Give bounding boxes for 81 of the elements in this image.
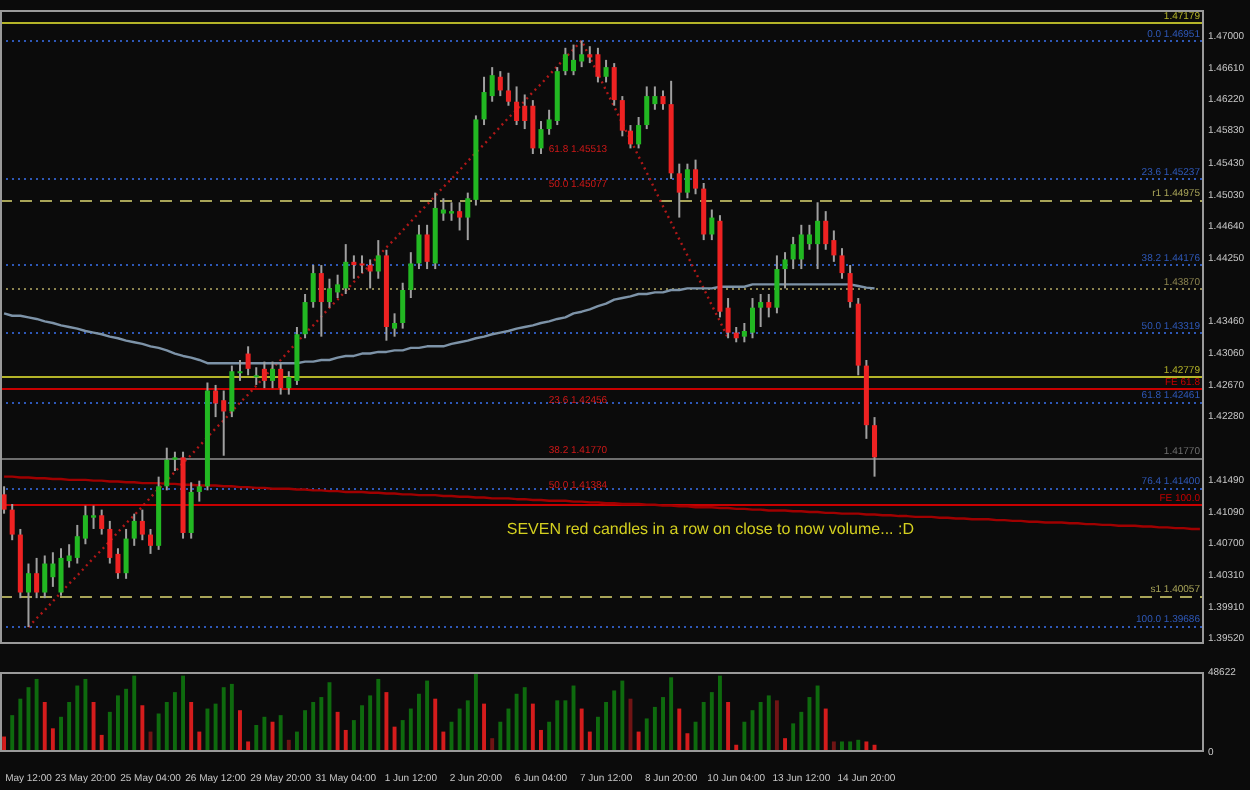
candlestick — [107, 519, 113, 565]
candlestick — [603, 58, 609, 84]
candlestick — [229, 364, 235, 419]
candlestick — [213, 383, 219, 419]
candlestick — [359, 254, 365, 275]
candlestick — [798, 223, 804, 271]
candlestick — [58, 547, 64, 597]
candlestick — [302, 293, 308, 340]
candlestick — [253, 366, 259, 386]
candlestick — [448, 201, 455, 222]
candlestick — [749, 297, 756, 340]
candlestick — [424, 223, 430, 271]
candlestick — [343, 243, 349, 296]
candlestick — [351, 254, 357, 280]
candlestick — [123, 527, 129, 580]
candlestick — [25, 562, 31, 629]
candlestick — [676, 162, 682, 219]
candlestick — [839, 247, 845, 280]
candlestick — [318, 264, 324, 338]
candlestick — [725, 297, 731, 340]
candlestick — [579, 39, 585, 69]
candlestick — [684, 162, 690, 200]
candlestick — [50, 551, 56, 588]
candlestick — [872, 416, 878, 478]
candlestick — [188, 481, 194, 540]
candlestick — [627, 124, 633, 150]
candlestick — [758, 293, 764, 328]
candlestick — [774, 254, 780, 315]
candlestick — [595, 46, 601, 84]
candlestick — [408, 251, 414, 300]
candlestick — [530, 99, 536, 156]
candlestick — [131, 512, 137, 547]
candlestick — [147, 527, 154, 555]
candlestick — [367, 258, 373, 290]
candlestick — [270, 360, 276, 390]
candlestick — [245, 345, 251, 377]
candlestick — [9, 503, 15, 542]
candlestick — [196, 479, 202, 503]
candlestick — [709, 208, 715, 242]
candlestick — [806, 223, 812, 251]
candlestick — [766, 293, 772, 319]
candlestick — [139, 508, 145, 542]
candlestick — [701, 181, 707, 242]
candlestick — [831, 229, 837, 263]
candlestick — [261, 360, 267, 390]
candlestick — [457, 201, 463, 232]
candlestick — [644, 85, 650, 131]
candlestick — [221, 389, 227, 457]
candlestick — [562, 46, 568, 77]
candlestick — [693, 158, 699, 196]
candlestick — [815, 201, 821, 271]
candlestick — [790, 235, 796, 271]
candlestick — [172, 450, 178, 473]
line-series — [27, 39, 730, 629]
candlestick — [392, 312, 398, 338]
candlestick — [497, 70, 503, 98]
candlestick — [278, 362, 284, 396]
candlestick — [400, 281, 406, 330]
candlestick — [42, 554, 48, 600]
candlestick — [416, 223, 422, 271]
candlestick — [538, 120, 544, 156]
candlestick — [164, 446, 170, 492]
candlestick — [310, 264, 316, 309]
candlestick — [505, 71, 511, 107]
candlestick — [611, 62, 617, 107]
candlestick — [847, 264, 853, 309]
candlestick — [74, 523, 80, 565]
candlestick — [782, 251, 788, 290]
candlestick — [34, 556, 40, 600]
candlestick — [619, 95, 625, 138]
candlestick — [514, 85, 520, 127]
candlestick — [481, 75, 487, 127]
candlestick — [294, 326, 300, 386]
candlestick — [375, 239, 381, 280]
candlestick — [823, 210, 829, 251]
candlestick — [326, 277, 332, 309]
candlestick — [99, 508, 105, 536]
annotation: SEVEN red candles in a row on close to now volume... :D — [506, 520, 915, 539]
candlestick — [571, 43, 577, 77]
candlestick — [660, 89, 666, 111]
candlestick — [636, 116, 642, 150]
